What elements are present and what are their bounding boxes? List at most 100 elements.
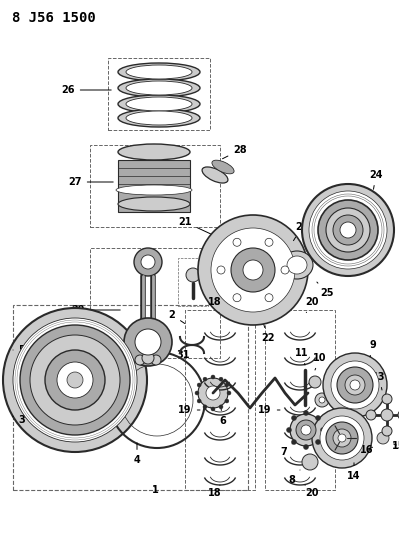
Circle shape [296, 420, 316, 440]
Circle shape [366, 410, 376, 420]
Bar [185, 310, 255, 490]
Text: 22: 22 [261, 325, 275, 343]
Text: 19: 19 [178, 405, 200, 415]
Ellipse shape [287, 256, 307, 274]
Text: 30: 30 [211, 273, 238, 283]
Text: 14: 14 [347, 463, 361, 481]
Text: 16: 16 [360, 445, 374, 455]
Circle shape [57, 362, 93, 398]
Ellipse shape [118, 197, 190, 211]
Text: 21: 21 [178, 217, 211, 234]
Circle shape [219, 377, 223, 381]
Bar [265, 310, 335, 490]
Circle shape [225, 383, 229, 387]
Circle shape [227, 391, 231, 395]
Circle shape [326, 208, 370, 252]
Text: 8 J56 1500: 8 J56 1500 [12, 11, 96, 25]
Circle shape [319, 397, 325, 403]
Circle shape [333, 215, 363, 245]
Text: 6: 6 [219, 408, 226, 426]
Circle shape [151, 355, 161, 365]
Text: 9: 9 [369, 340, 376, 357]
Circle shape [135, 355, 145, 365]
Circle shape [398, 410, 399, 420]
Circle shape [231, 248, 275, 292]
Circle shape [20, 325, 130, 435]
Circle shape [312, 408, 372, 468]
Circle shape [203, 377, 207, 381]
Circle shape [243, 260, 263, 280]
Circle shape [134, 248, 162, 276]
Circle shape [286, 427, 292, 432]
Circle shape [265, 294, 273, 302]
Circle shape [304, 445, 308, 449]
Circle shape [198, 378, 228, 408]
Circle shape [318, 200, 378, 260]
Text: 10: 10 [313, 353, 327, 370]
Text: 27: 27 [68, 177, 113, 187]
Circle shape [135, 329, 161, 355]
Circle shape [198, 215, 308, 325]
Circle shape [197, 383, 201, 387]
Text: 20: 20 [305, 297, 319, 312]
Text: 26: 26 [61, 85, 111, 95]
Text: 18: 18 [208, 485, 222, 498]
Circle shape [382, 426, 392, 436]
Circle shape [292, 416, 296, 421]
Ellipse shape [202, 167, 228, 183]
Text: 13: 13 [372, 372, 386, 390]
Ellipse shape [126, 81, 192, 95]
Circle shape [265, 238, 273, 246]
Bar [13, 305, 248, 490]
Circle shape [337, 367, 373, 403]
Ellipse shape [118, 63, 200, 81]
Text: 18: 18 [208, 297, 222, 312]
Circle shape [219, 405, 223, 409]
Circle shape [206, 386, 220, 400]
Text: 3: 3 [12, 415, 26, 425]
Circle shape [203, 405, 207, 409]
Circle shape [323, 353, 387, 417]
Circle shape [211, 375, 215, 379]
Ellipse shape [118, 109, 200, 127]
Circle shape [67, 372, 83, 388]
Circle shape [13, 318, 137, 442]
Circle shape [304, 410, 308, 416]
Circle shape [316, 440, 320, 445]
Circle shape [211, 407, 215, 411]
Circle shape [338, 434, 346, 442]
Circle shape [345, 375, 365, 395]
Ellipse shape [212, 160, 234, 174]
Circle shape [350, 380, 360, 390]
Circle shape [233, 238, 241, 246]
Ellipse shape [126, 111, 192, 125]
Circle shape [309, 191, 387, 269]
Ellipse shape [118, 95, 200, 113]
Circle shape [233, 294, 241, 302]
Text: 20: 20 [305, 485, 319, 498]
Circle shape [326, 422, 358, 454]
Text: 25: 25 [317, 282, 334, 298]
Circle shape [302, 184, 394, 276]
Circle shape [316, 416, 320, 421]
Circle shape [302, 454, 318, 470]
Circle shape [197, 399, 201, 403]
Text: 23: 23 [294, 222, 309, 240]
Circle shape [331, 361, 379, 409]
Circle shape [217, 266, 225, 274]
Text: 12: 12 [0, 532, 1, 533]
Ellipse shape [281, 251, 313, 279]
Circle shape [142, 352, 154, 364]
Circle shape [377, 432, 389, 444]
Text: 7: 7 [280, 442, 294, 457]
Text: 4: 4 [134, 443, 140, 465]
Circle shape [320, 416, 364, 460]
Text: 1: 1 [152, 485, 158, 495]
Circle shape [292, 440, 296, 445]
Circle shape [309, 376, 321, 388]
Text: 8: 8 [288, 470, 300, 485]
Text: 28: 28 [223, 145, 247, 159]
Text: 15: 15 [392, 441, 399, 451]
Text: 29: 29 [71, 305, 120, 315]
Bar [118, 160, 190, 212]
